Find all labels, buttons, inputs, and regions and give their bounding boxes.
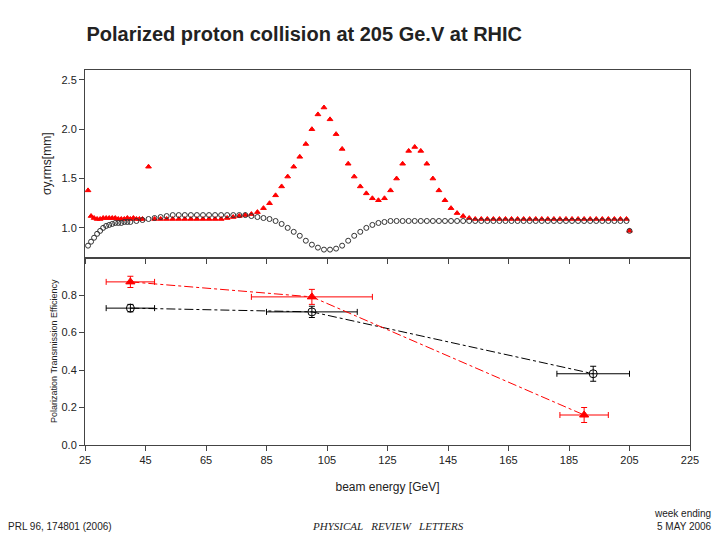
svg-text:Polarization Transmission Effi: Polarization Transmission Efficiency (49, 279, 59, 423)
svg-text:65: 65 (200, 454, 212, 466)
svg-text:1.0: 1.0 (62, 222, 77, 234)
svg-text:125: 125 (378, 454, 396, 466)
svg-text:PHYSICAL REVIEW LETTERS: PHYSICAL REVIEW LETTERS (312, 520, 464, 532)
svg-text:45: 45 (139, 454, 151, 466)
svg-text:105: 105 (318, 454, 336, 466)
svg-text:165: 165 (499, 454, 517, 466)
svg-text:225: 225 (681, 454, 699, 466)
svg-text:0.0: 0.0 (62, 439, 77, 451)
svg-text:185: 185 (560, 454, 578, 466)
svg-text:205: 205 (620, 454, 638, 466)
svg-text:1.5: 1.5 (62, 172, 77, 184)
svg-text:0.8: 0.8 (62, 289, 77, 301)
svg-text:PRL 96, 174801 (2006): PRL 96, 174801 (2006) (8, 521, 112, 532)
svg-text:Polarized proton collision at: Polarized proton collision at 205 Ge.V a… (86, 23, 522, 45)
svg-text:25: 25 (79, 454, 91, 466)
svg-text:week ending5 MAY 2006: week ending5 MAY 2006 (654, 508, 712, 532)
svg-text:0.4: 0.4 (62, 364, 77, 376)
svg-text:beam energy [GeV]: beam energy [GeV] (335, 480, 439, 494)
svg-text:0.2: 0.2 (62, 401, 77, 413)
svg-text:2.5: 2.5 (62, 74, 77, 86)
svg-text:0.6: 0.6 (62, 326, 77, 338)
svg-text:85: 85 (260, 454, 272, 466)
svg-text:145: 145 (439, 454, 457, 466)
svg-text:σy,rms[mm]: σy,rms[mm] (40, 132, 54, 195)
svg-text:2.0: 2.0 (62, 123, 77, 135)
